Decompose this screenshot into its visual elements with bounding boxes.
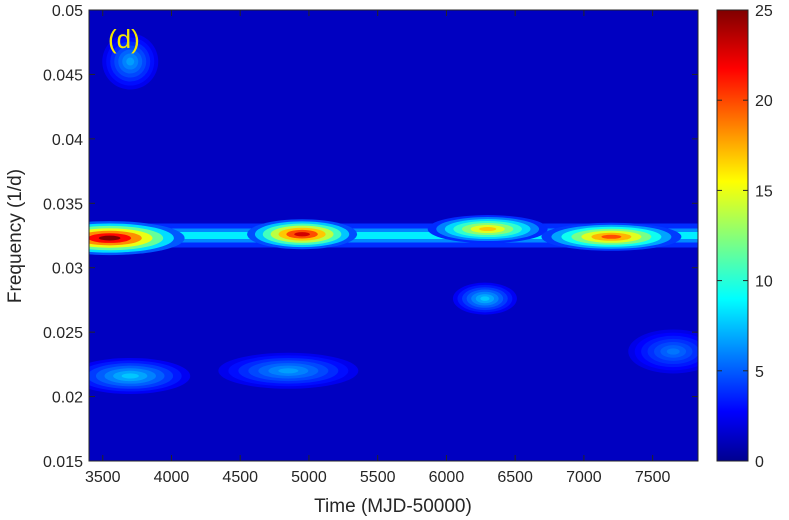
hotspot	[452, 282, 517, 315]
colorbar-tick-label: 5	[755, 364, 764, 381]
y-axis-label: Frequency (1/d)	[5, 169, 26, 303]
y-tick-label: 0.025	[43, 325, 83, 342]
hotspot	[628, 329, 698, 374]
y-tick-label: 0.03	[52, 261, 83, 278]
hotspot	[218, 352, 359, 389]
hotspot	[89, 357, 191, 394]
x-tick-label: 3500	[85, 469, 121, 486]
x-tick-label: 4000	[154, 469, 190, 486]
y-tick-label: 0.015	[43, 454, 83, 471]
colorbar-tick-label: 0	[755, 454, 764, 471]
hotspot	[102, 33, 159, 90]
colorbar-tick-label: 20	[755, 93, 773, 110]
x-tick-label: 6500	[497, 469, 533, 486]
colorbar-tick-label: 25	[755, 3, 773, 20]
dominant-band	[89, 232, 698, 239]
panel-label: (d)	[108, 24, 140, 54]
hotspot	[427, 215, 548, 244]
x-tick-label: 6000	[429, 469, 465, 486]
y-tick-label: 0.04	[52, 132, 83, 149]
y-tick-label: 0.045	[43, 67, 83, 84]
hotspot	[89, 221, 185, 256]
colorbar	[717, 10, 748, 461]
y-tick-label: 0.05	[52, 3, 83, 20]
colorbar-frame	[716, 9, 749, 462]
x-tick-label: 7500	[635, 469, 671, 486]
hotspot	[541, 222, 682, 251]
heatmap-area	[89, 10, 698, 461]
colorbar-tick-label: 10	[755, 274, 773, 291]
colorbar-axis: 0 5 10 15 20 25	[717, 3, 773, 471]
x-axis: 3500 4000 4500 5000 5500 6000 6500 7000 7500	[85, 10, 671, 486]
x-tick-label: 7000	[566, 469, 602, 486]
x-tick-label: 5500	[360, 469, 396, 486]
plot-frame	[88, 9, 699, 462]
x-axis-label: Time (MJD-50000)	[314, 496, 472, 517]
y-tick-label: 0.035	[43, 196, 83, 213]
x-tick-label: 5000	[291, 469, 327, 486]
hotspot	[247, 219, 358, 250]
colorbar-tick-label: 15	[755, 183, 773, 200]
y-axis: 0.015 0.02 0.025 0.03 0.035 0.04 0.045 0.05	[43, 3, 698, 471]
x-tick-label: 4500	[222, 469, 258, 486]
y-tick-label: 0.02	[52, 390, 83, 407]
